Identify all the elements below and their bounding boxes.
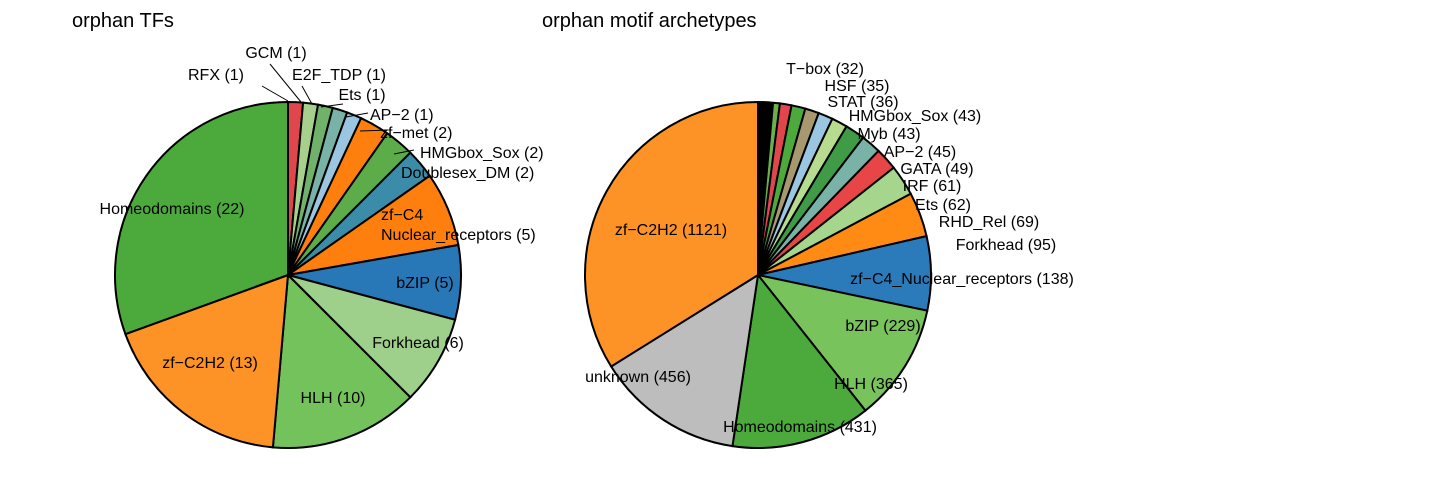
- top-wedge-markers: [757, 101, 775, 276]
- slice-label-hlh-365: HLH (365): [834, 376, 908, 393]
- slice-label-gata-49: GATA (49): [900, 161, 973, 178]
- slice-label-rfx-1: RFX (1): [188, 67, 244, 84]
- slice-label-hlh-10: HLH (10): [301, 390, 366, 407]
- pie-slice-zf-c2h2-13: [124, 273, 290, 449]
- slice-label-forkhead-95: Forkhead (95): [956, 237, 1057, 254]
- slice-label-t-box-32: T−box (32): [786, 61, 864, 78]
- slice-label-unknown-456: unknown (456): [585, 369, 691, 386]
- label-leader-line: [261, 85, 289, 102]
- slice-label-myb-43: Myb (43): [857, 126, 920, 143]
- pie-slices: [114, 100, 462, 449]
- slice-label-homeodomains-22: Homeodomains (22): [100, 201, 245, 218]
- pie-slices: [584, 100, 932, 449]
- slice-label-doublesex-dm-2: Doublesex_DM (2): [401, 165, 534, 182]
- slice-label-rhd-rel-69: RHD_Rel (69): [939, 214, 1039, 231]
- slice-label-homeodomains-431: Homeodomains (431): [723, 419, 877, 436]
- pie-slice-forkhead-6: [284, 273, 457, 399]
- label-leader-line: [269, 63, 302, 103]
- chart-title-right: orphan motif archetypes: [542, 10, 757, 32]
- pie-slice-hlh-365: [755, 273, 929, 412]
- slice-label-irf-61: IRF (61): [903, 178, 962, 195]
- slice-label-zf-c4-nuclear-receptors-5: zf−C4: [381, 207, 423, 224]
- slice-label-forkhead-6: Forkhead (6): [372, 335, 464, 352]
- slice-label-hmgbox-sox-2: HMGbox_Sox (2): [420, 145, 544, 162]
- slice-label-zf-c2h2-1121: zf−C2H2 (1121): [615, 222, 727, 239]
- label-leader-line: [393, 149, 415, 155]
- pie-labels: T−box (32)HSF (35)STAT (36)HMGbox_Sox (4…: [585, 61, 1074, 436]
- slice-label-e2f-tdp-1: E2F_TDP (1): [292, 67, 386, 84]
- slice-label-stat-36: STAT (36): [827, 94, 898, 111]
- pie-slice-homeodomains-431: [731, 272, 867, 449]
- label-leader-line: [320, 103, 344, 108]
- slice-label-ets-1: Ets (1): [338, 87, 385, 104]
- pie-slice-zf-c2h2-1121: [584, 100, 759, 368]
- label-leader-line: [359, 129, 389, 132]
- slice-label-hsf-35: HSF (35): [825, 78, 890, 95]
- pie-slice-hlh-10: [271, 272, 412, 449]
- slice-label-ap-2-45: AP−2 (45): [884, 144, 956, 161]
- pie-slice-homeodomains-22: [114, 100, 289, 336]
- slice-label-zf-c2h2-13: zf−C2H2 (13): [162, 355, 258, 372]
- pie-chart-orphan-motif-archetypes: T−box (32)HSF (35)STAT (36)HMGbox_Sox (4…: [584, 61, 1074, 449]
- slice-label-hmgbox-sox-43: HMGbox_Sox (43): [849, 108, 982, 125]
- slice-label-zf-c4-nuclear-receptors-5-line2: Nuclear_receptors (5): [381, 227, 536, 244]
- chart-title-left: orphan TFs: [72, 10, 174, 32]
- slice-label-bzip-5: bZIP (5): [396, 275, 454, 292]
- slice-label-ap-2-1: AP−2 (1): [370, 107, 434, 124]
- slice-label-zf-met-2: zf−met (2): [380, 125, 452, 142]
- label-leader-line: [301, 85, 313, 105]
- pie-slice-unknown-456: [609, 273, 760, 448]
- pie-chart-orphan-tfs: RFX (1)GCM (1) E2F_TDP (1) Ets (1) AP−2 (1)…: [100, 45, 544, 449]
- slice-label-zf-c4-nuclear-receptors-138: zf−C4_Nuclear_receptors (138): [850, 271, 1074, 288]
- pie-labels: RFX (1)GCM (1) E2F_TDP (1) Ets (1) AP−2 (1)…: [100, 45, 544, 407]
- slice-label-ets-62: Ets (62): [915, 197, 971, 214]
- slice-label-bzip-229: bZIP (229): [845, 318, 920, 335]
- pie-slice-small-categories: [757, 101, 775, 276]
- slice-label-gcm-1: GCM (1): [245, 45, 306, 62]
- label-leader-line: [345, 112, 369, 118]
